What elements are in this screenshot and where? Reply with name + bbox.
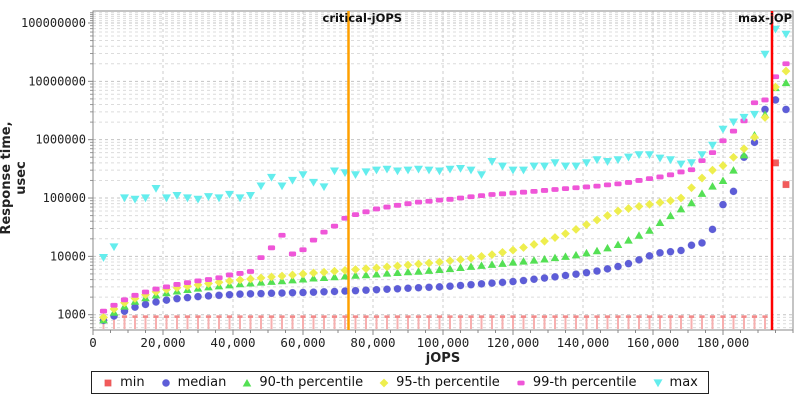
x-tick-label: 100,000 bbox=[417, 335, 470, 350]
series-min bbox=[100, 159, 790, 329]
tick-labels: 1000 10000 100000 1000000 10000000 100000000 0… bbox=[21, 16, 749, 350]
reference-lines bbox=[347, 11, 774, 330]
x-tick-label: 40,000 bbox=[210, 335, 255, 350]
x-tick-label: 180,000 bbox=[697, 335, 750, 350]
x-axis-title: jOPS bbox=[425, 351, 461, 366]
y-tick-label: 1000000 bbox=[35, 133, 86, 147]
legend-item-99-th-percentile: 99-th percentile bbox=[515, 375, 637, 390]
legend-label: max bbox=[669, 375, 698, 390]
reference-line-labels: critical-jOPS max-jOPS bbox=[323, 11, 800, 25]
legend-item-median: median bbox=[160, 375, 227, 390]
vline-label: critical-jOPS bbox=[323, 11, 403, 25]
x-tick-label: 120,000 bbox=[487, 335, 540, 350]
legend-marker-icon bbox=[653, 378, 663, 387]
y-tick-label: 100000000 bbox=[21, 16, 86, 30]
series-median bbox=[99, 96, 790, 325]
y-tick-label: 100000 bbox=[43, 191, 86, 205]
x-tick-label: 0 bbox=[89, 335, 97, 350]
y-tick-label: 10000 bbox=[50, 249, 86, 263]
y-tick-label: 1000 bbox=[57, 308, 86, 322]
legend-item-90-th-percentile: 90-th percentile bbox=[241, 375, 363, 390]
legend-label: median bbox=[177, 375, 227, 390]
legend-box: min median 90-th percentile 95-th percentil… bbox=[91, 371, 709, 394]
legend-marker-icon bbox=[517, 380, 525, 385]
legend-label: 90-th percentile bbox=[259, 375, 364, 390]
series-max bbox=[99, 25, 791, 262]
legend: min median 90-th percentile 95-th percentil… bbox=[0, 371, 800, 394]
x-tick-label: 60,000 bbox=[280, 335, 325, 350]
legend-label: 99-th percentile bbox=[532, 375, 637, 390]
legend-label: 95-th percentile bbox=[396, 375, 500, 390]
legend-item-95-th-percentile: 95-th percentile bbox=[378, 375, 500, 390]
x-tick-label: 80,000 bbox=[350, 335, 395, 350]
legend-marker-icon bbox=[379, 378, 389, 387]
x-tick-label: 140,000 bbox=[557, 335, 610, 350]
vline-label: max-jOPS bbox=[738, 11, 800, 25]
x-tick-label: 160,000 bbox=[627, 335, 680, 350]
legend-marker-icon bbox=[161, 378, 170, 387]
y-axis-title: Response time, usec bbox=[0, 121, 29, 235]
legend-marker-icon bbox=[243, 378, 252, 386]
legend-marker-icon bbox=[104, 378, 112, 387]
legend-item-max: max bbox=[652, 375, 698, 390]
legend-item-min: min bbox=[102, 375, 145, 390]
x-tick-label: 20,000 bbox=[140, 335, 185, 350]
legend-label: min bbox=[120, 375, 145, 390]
y-tick-label: 10000000 bbox=[28, 74, 86, 88]
